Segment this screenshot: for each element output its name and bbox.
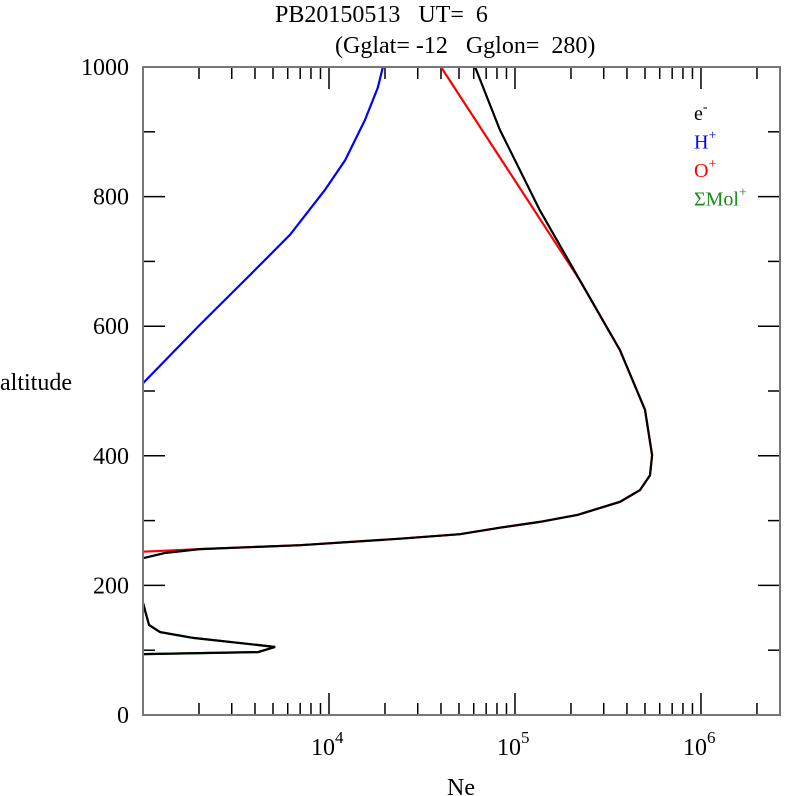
legend-entry: e- bbox=[694, 100, 708, 125]
y-tick-label: 1000 bbox=[81, 55, 129, 81]
h-series-line bbox=[142, 66, 384, 384]
legend-entry: H+ bbox=[694, 129, 716, 154]
o-series-line bbox=[142, 66, 654, 553]
x-tick-label: 104 bbox=[311, 728, 344, 761]
y-tick-label: 600 bbox=[93, 314, 129, 340]
mol-series-line bbox=[141, 602, 276, 656]
chart-title: PB20150513 UT= 6 bbox=[275, 2, 488, 28]
x-tick-label: 106 bbox=[683, 728, 716, 761]
legend-entry: ΣMol+ bbox=[694, 186, 747, 211]
e-series-line-lower bbox=[141, 602, 276, 656]
y-tick-label: 400 bbox=[93, 444, 129, 470]
x-tick-label: 105 bbox=[497, 728, 529, 761]
y-tick-label: 0 bbox=[117, 703, 129, 729]
x-axis-label: Ne bbox=[447, 775, 475, 796]
y-tick-label: 800 bbox=[93, 185, 129, 211]
legend-entry: O+ bbox=[694, 157, 716, 182]
chart-subtitle: (Gglat= -12 Gglon= 280) bbox=[335, 33, 595, 59]
plot-frame bbox=[142, 66, 781, 716]
e-series-line bbox=[142, 66, 654, 560]
y-tick-label: 200 bbox=[93, 573, 129, 599]
y-axis-label: altitude bbox=[0, 370, 72, 396]
